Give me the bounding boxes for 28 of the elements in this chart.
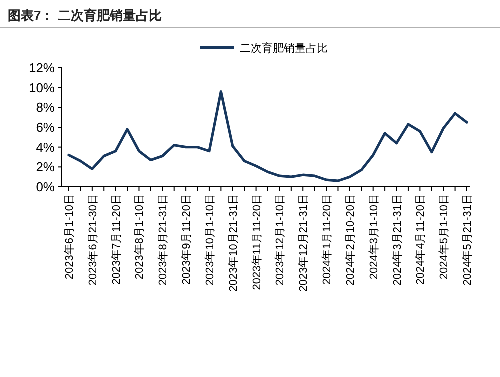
x-tick-label: 2023年10月21-31日 (228, 194, 240, 292)
x-tick-label: 2023年7月11-20日 (110, 194, 123, 285)
x-tick-label: 2023年11月11-20日 (251, 194, 264, 290)
x-tick-label: 2023年12月21-31日 (298, 194, 310, 292)
x-tick-label: 2024年3月1-10日 (368, 194, 380, 280)
x-tick-label: 2023年6月1-10日 (64, 194, 76, 280)
line-series (68, 90, 468, 182)
x-tick-label: 2023年6月21-30日 (87, 194, 100, 286)
x-tick-label: 2023年8月21-31日 (158, 194, 170, 286)
y-tick-label: 10% (28, 80, 56, 96)
x-tick-label: 2024年2月10-20日 (344, 194, 357, 286)
x-tick-label: 2023年8月1-10日 (134, 194, 146, 280)
chart-title: 图表7： 二次育肥销量占比 (8, 8, 162, 23)
y-tick-label: 6% (36, 120, 56, 135)
y-tick-label: 4% (36, 140, 56, 155)
x-tick-label: 2024年3月21-31日 (392, 194, 404, 286)
x-tick-label: 2023年10月1-10日 (204, 194, 216, 286)
x-tick-label: 2024年1月11-20日 (322, 194, 334, 285)
y-tick-label: 2% (36, 160, 56, 175)
x-tick-label: 2023年12月1-10日 (274, 194, 287, 286)
x-tick-label: 2024年5月21-31日 (462, 194, 474, 286)
y-tick-label: 0% (36, 180, 56, 194)
x-tick-label: 2023年9月11-20日 (181, 194, 194, 285)
x-tick-label: 2024年5月1-10日 (438, 194, 451, 280)
y-tick-label: 8% (36, 100, 56, 116)
legend-label: 二次育肥销量占比 (240, 42, 328, 55)
x-tick-label: 2024年4月11-20日 (415, 194, 428, 285)
y-tick-label: 12% (28, 60, 56, 76)
